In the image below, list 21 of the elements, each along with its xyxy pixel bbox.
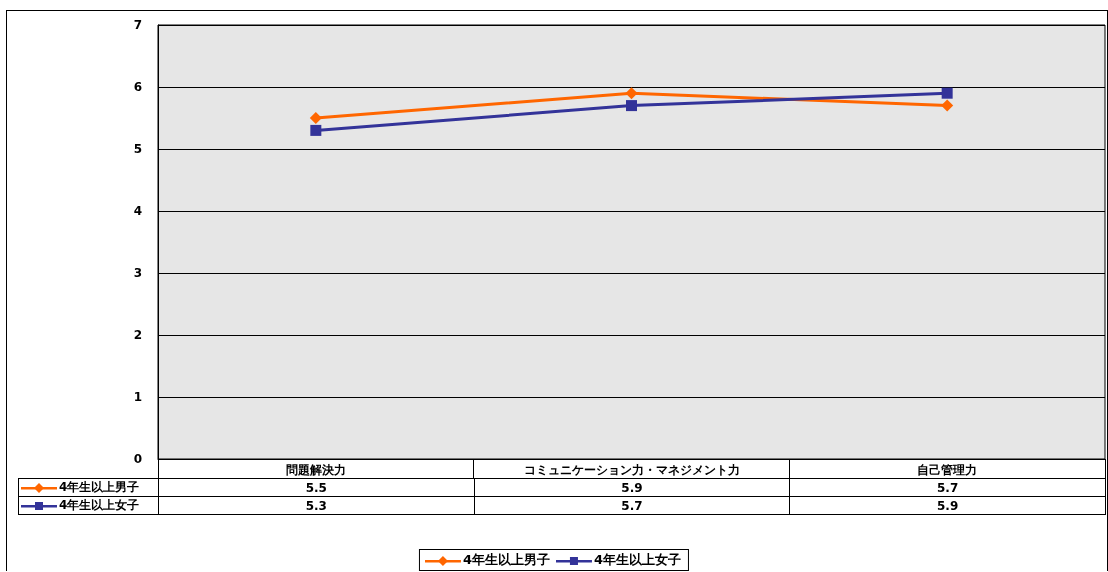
y-tick-label: 3 [133,266,142,280]
y-tick-label: 7 [133,18,142,32]
y-tick-label: 2 [133,328,142,342]
y-tick-label: 6 [133,80,142,94]
y-tick-label: 0 [133,452,142,466]
x-tick-label: 問題解決力 [285,463,346,477]
text: 4年生以上男子 [462,552,550,567]
y-tick-label: 5 [133,142,142,156]
data-label: 5.7 [789,478,1106,497]
y-tick-label: 1 [133,390,142,404]
x-tick-label: 自己管理力 [917,463,978,477]
data-label: 5.3 [158,496,475,515]
x-tick-label: コミュニケーション力・マネジメント力 [523,463,740,477]
y-tick-label: 4 [133,204,142,218]
text: 4年生以上女子 [594,552,682,567]
data-label: 5.9 [474,478,790,497]
data-label: 5.5 [158,478,475,497]
legend-label: 4年生以上女子 [59,498,140,512]
data-label: 5.7 [474,496,790,515]
legend-label: 4年生以上男子 [59,480,140,494]
data-label: 5.9 [789,496,1106,515]
